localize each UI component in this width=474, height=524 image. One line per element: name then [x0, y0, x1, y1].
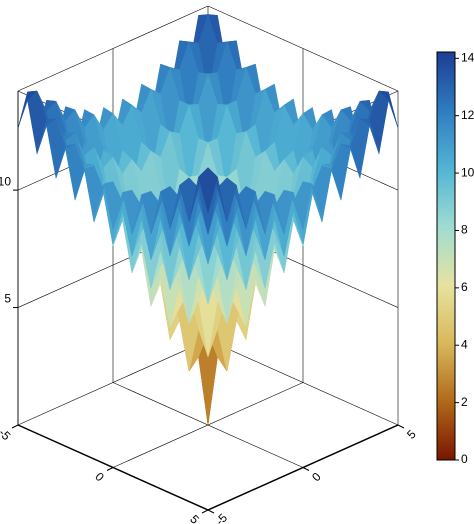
colorbar-tick-label: 6	[461, 280, 468, 294]
y-tick	[397, 424, 405, 429]
z-tick-label: 10	[0, 174, 11, 188]
x-tick-label: 5	[187, 512, 202, 524]
x-tick	[11, 424, 19, 429]
colorbar-tick-label: 12	[461, 108, 474, 122]
y-tick-label: 0	[309, 469, 324, 484]
colorbar-tick-label: 8	[461, 223, 468, 237]
surface-patch	[369, 90, 389, 154]
colorbar-tick-label: 0	[461, 452, 468, 466]
surface-patch	[27, 90, 47, 154]
x-tick	[106, 467, 114, 471]
z-tick-label: 5	[4, 292, 11, 306]
x-tick	[201, 509, 209, 514]
colorbar-tick-label: 2	[461, 395, 468, 409]
surface-patch	[198, 167, 218, 215]
colorbar-tick-label: 14	[461, 50, 474, 64]
colorbar-tick-label: 4	[461, 337, 468, 351]
colorbar-tick-label: 10	[461, 165, 474, 179]
y-tick	[207, 509, 215, 514]
y-tick	[302, 467, 310, 471]
surface	[17, 13, 399, 426]
y-tick-label: -5	[213, 510, 231, 524]
x-tick-label: -5	[0, 426, 14, 444]
x-tick-label: 0	[92, 470, 107, 485]
colorbar	[436, 51, 456, 461]
y-tick-label: 5	[404, 427, 419, 442]
